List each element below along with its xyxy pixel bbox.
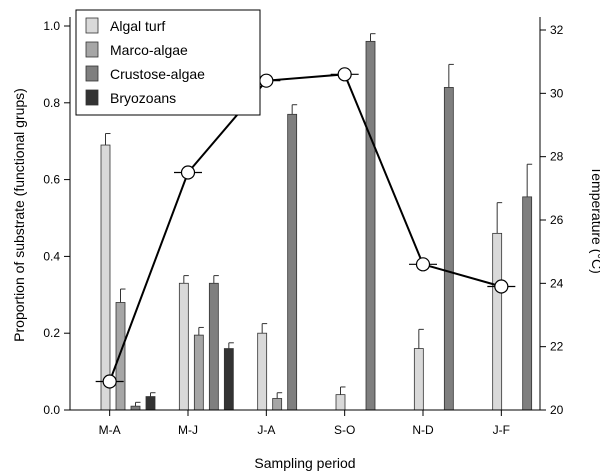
legend: Algal turf Marco-algae Crustose-algae Bryoz… [75,9,261,116]
bar-algal-turf-m-a [100,144,111,411]
x-tick-label-n-d: N-D [412,423,434,437]
bar-algal-turf-j-a [257,332,268,411]
legend-swatch-crustose-algae [85,65,99,82]
bar-crustose-algae-m-j [208,282,219,411]
bar-marco-algae-m-j [193,334,204,411]
legend-swatch-algal-turf [85,17,99,34]
y2-tick-label: 28 [550,150,564,164]
temperature-line [108,73,502,382]
temperature-line-layer [95,67,516,389]
bar-algal-turf-s-o [335,394,346,411]
temperature-point-j-a [259,73,274,88]
bar-algal-turf-m-j [178,282,189,411]
x-axis-ticks: M-A M-J J-A S-O N-D J-F [99,410,510,437]
legend-label: Bryozoans [110,90,176,106]
x-tick-label-m-a: M-A [99,423,121,437]
y2-tick-label: 22 [550,340,564,354]
bar-crustose-algae-s-o [365,40,376,411]
legend-swatch-bryozoans [85,89,99,106]
bar-marco-algae-j-a [272,398,283,411]
bar-bryozoans-m-j [223,348,234,411]
y-tick-label: 0.0 [43,403,60,417]
y-tick-label: 0.2 [43,326,60,340]
y-axis-ticks: 0.0 0.2 0.4 0.6 0.8 1.0 [43,19,70,417]
y2-tick-label: 20 [550,403,564,417]
y2-tick-label: 32 [550,23,564,37]
bar-bryozoans-m-a [145,396,156,411]
y2-axis-label: Temperature (°C) [589,166,600,274]
error-bars-layer [105,33,533,407]
y-tick-label: 0.4 [43,249,60,263]
y-tick-label: 0.8 [43,96,60,110]
y2-axis-ticks: 20 22 24 26 28 30 32 [540,23,564,417]
bar-marco-algae-m-a [115,302,126,411]
legend-swatch-marco-algae [85,41,99,58]
bar-crustose-algae-m-a [130,405,141,411]
legend-label: Crustose-algae [110,66,205,82]
bar-crustose-algae-n-d [443,87,454,411]
x-tick-label-s-o: S-O [334,423,355,437]
temperature-point-s-o [337,67,352,82]
temperature-point-m-j [180,165,196,180]
y-tick-label: 1.0 [43,19,60,33]
axes-layer [69,17,541,411]
y2-tick-label: 30 [550,86,564,100]
y2-tick-label: 26 [550,213,564,227]
legend-items: Algal turf Marco-algae Crustose-algae Bryoz… [85,17,205,106]
y2-tick-label: 24 [550,276,564,290]
y-axis-label: Proportion of substrate (functional grup… [11,88,27,342]
x-tick-label-j-a: J-A [257,423,275,437]
x-tick-label-j-f: J-F [493,423,510,437]
bar-crustose-algae-j-f [522,196,533,411]
x-axis-label: Sampling period [254,455,355,471]
temperature-point-m-a [102,374,117,389]
x-tick-label-m-j: M-J [178,423,198,437]
y-tick-label: 0.6 [43,173,60,187]
bar-algal-turf-n-d [413,348,424,411]
temperature-point-j-f [494,279,509,294]
bar-algal-turf-j-f [492,232,503,411]
legend-box [75,9,261,116]
legend-label: Marco-algae [110,42,188,58]
legend-label: Algal turf [110,18,165,34]
temperature-point-n-d [415,257,431,272]
bar-crustose-algae-j-a [287,113,298,411]
